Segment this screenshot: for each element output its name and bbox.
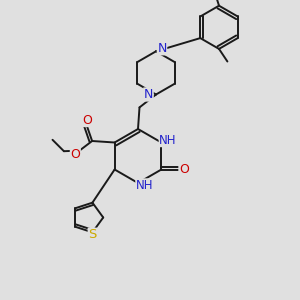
Text: O: O [82,113,92,127]
Text: S: S [88,228,97,241]
Text: NH: NH [159,134,177,147]
Text: N: N [144,88,153,101]
Text: N: N [157,42,167,55]
Text: O: O [179,163,189,176]
Text: O: O [70,148,80,161]
Text: NH: NH [136,179,153,192]
